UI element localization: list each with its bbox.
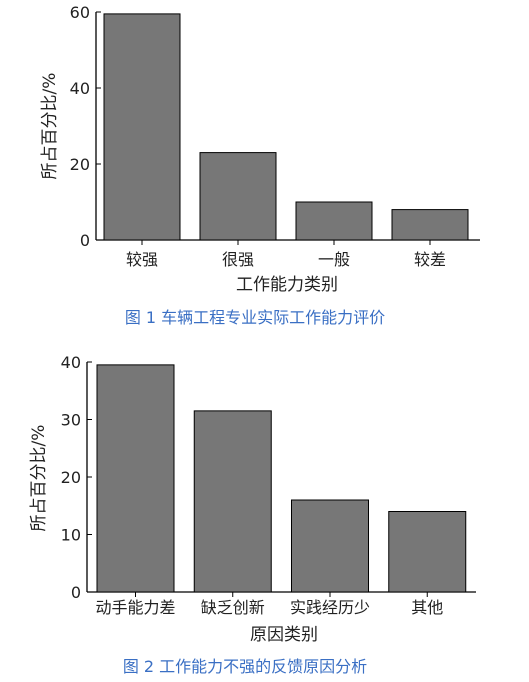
chart-2-x-ticks: 动手能力差 缺乏创新 实践经历少 其他 — [95, 592, 443, 617]
chart-1-caption: 图 1 车辆工程专业实际工作能力评价 — [125, 308, 385, 327]
chart-1-x-tick-label: 较强 — [126, 250, 158, 269]
chart-1-x-tick-label: 较差 — [414, 250, 446, 269]
chart-1-x-tick-label: 一般 — [318, 250, 350, 269]
chart-1-x-tick-label: 很强 — [222, 250, 254, 269]
chart-1-bar — [103, 13, 181, 241]
chart-2-bar — [96, 364, 175, 593]
chart-2-caption: 图 2 工作能力不强的反馈原因分析 — [123, 657, 367, 676]
chart-2-y-tick-label: 20 — [61, 468, 81, 487]
chart-2-y-tick-label: 30 — [61, 411, 81, 430]
chart-1-y-tick-label: 40 — [70, 79, 90, 98]
chart-1-bar — [391, 209, 469, 241]
chart-1-y-axis-label: 所占百分比/% — [40, 73, 60, 180]
chart-1-y-tick-label: 0 — [80, 231, 90, 250]
chart-2-x-tick-label: 实践经历少 — [290, 598, 370, 617]
chart-1-x-ticks: 较强 很强 一般 较差 — [126, 240, 446, 269]
chart-2-x-tick-label: 缺乏创新 — [201, 598, 265, 617]
chart-2-y-axis-label: 所占百分比/% — [29, 425, 49, 532]
chart-2-x-tick-label: 其他 — [411, 598, 443, 617]
chart-1-y-tick-label: 20 — [70, 155, 90, 174]
chart-1-bar — [199, 152, 277, 241]
chart-1-y-tick-label: 60 — [70, 3, 90, 22]
chart-2-y-tick-label: 10 — [61, 526, 81, 545]
chart-1-x-axis-label: 工作能力类别 — [236, 275, 338, 295]
chart-2-bars — [96, 364, 467, 593]
chart-2-x-tick-label: 动手能力差 — [95, 598, 175, 617]
chart-2-bar — [291, 499, 369, 593]
chart-1: 0 20 40 60 较强 很强 一般 较差 所占百分比/% 工作能力类别 图 1 车辆工程… — [40, 3, 480, 327]
chart-1-bar — [295, 201, 373, 241]
chart-2-bar — [193, 410, 272, 593]
chart-2-y-tick-label: 0 — [71, 583, 81, 602]
chart-2-bar — [388, 511, 467, 593]
chart-2-y-ticks: 0 10 20 30 40 — [61, 353, 92, 602]
chart-1-y-ticks: 0 20 40 60 — [70, 3, 101, 250]
chart-2-x-axis-label: 原因类别 — [250, 625, 318, 645]
chart-2-y-tick-label: 40 — [61, 353, 81, 372]
chart-1-bars — [103, 13, 469, 241]
